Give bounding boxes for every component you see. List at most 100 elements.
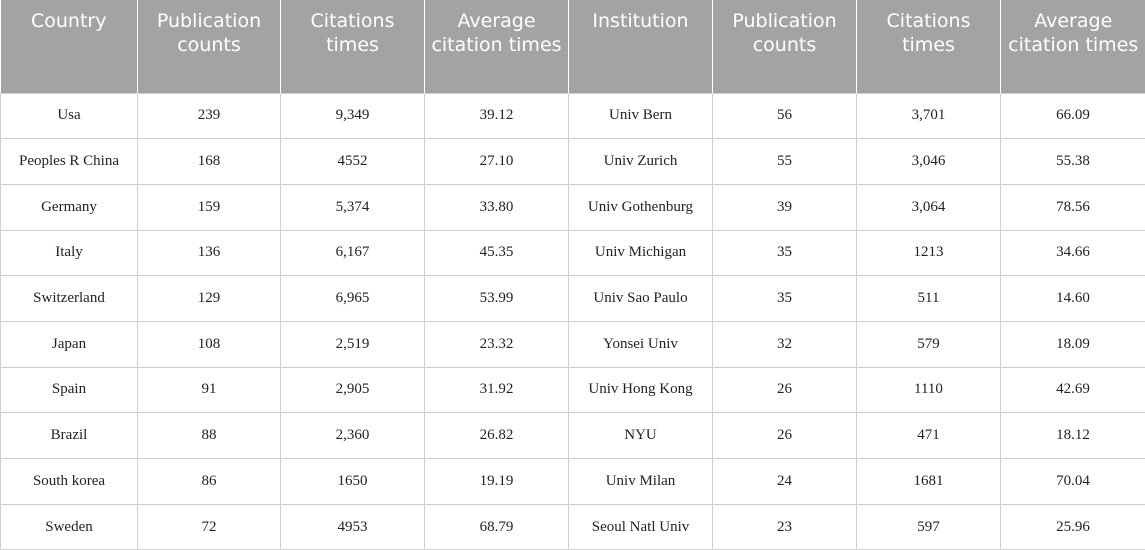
cell-institution-publication-count: 23 bbox=[712, 503, 857, 550]
cell-institution-publication-count: 35 bbox=[712, 229, 857, 277]
table-row: Japan 108 2,519 23.32 Yonsei Univ 32 579… bbox=[0, 320, 1145, 368]
cell-institution-citations: 511 bbox=[856, 275, 1001, 322]
cell-institution-average-citations: 14.60 bbox=[1000, 275, 1145, 322]
cell-institution: Univ Hong Kong bbox=[568, 366, 713, 414]
cell-institution: Univ Zurich bbox=[568, 138, 713, 185]
cell-institution-citations: 471 bbox=[856, 412, 1001, 459]
cell-country-publication-count: 136 bbox=[137, 229, 281, 277]
cell-institution-citations: 3,701 bbox=[856, 92, 1001, 140]
table-row: Brazil 88 2,360 26.82 NYU 26 471 18.12 bbox=[0, 412, 1145, 459]
cell-country: South korea bbox=[0, 458, 138, 505]
cell-country-publication-count: 88 bbox=[137, 412, 281, 459]
cell-country: Sweden bbox=[0, 503, 138, 550]
cell-institution-publication-count: 24 bbox=[712, 458, 857, 505]
cell-institution-citations: 1681 bbox=[856, 458, 1001, 505]
cell-institution-publication-count: 55 bbox=[712, 138, 857, 185]
cell-country-average-citations: 53.99 bbox=[424, 275, 569, 322]
cell-institution-average-citations: 34.66 bbox=[1000, 229, 1145, 277]
cell-country: Japan bbox=[0, 320, 138, 368]
cell-institution-average-citations: 55.38 bbox=[1000, 138, 1145, 185]
table-row: South korea 86 1650 19.19 Univ Milan 24 … bbox=[0, 458, 1145, 505]
cell-country-citations: 1650 bbox=[280, 458, 425, 505]
header-country-publication-counts: Publication counts bbox=[137, 0, 281, 93]
cell-institution: Yonsei Univ bbox=[568, 320, 713, 368]
cell-institution: Univ Milan bbox=[568, 458, 713, 505]
table-row: Sweden 72 4953 68.79 Seoul Natl Univ 23 … bbox=[0, 503, 1145, 550]
cell-country-publication-count: 239 bbox=[137, 92, 281, 140]
cell-institution: Univ Gothenburg bbox=[568, 183, 713, 231]
cell-country-citations: 2,905 bbox=[280, 366, 425, 414]
cell-institution: Univ Bern bbox=[568, 92, 713, 140]
cell-country-publication-count: 86 bbox=[137, 458, 281, 505]
cell-country-average-citations: 31.92 bbox=[424, 366, 569, 414]
cell-institution: NYU bbox=[568, 412, 713, 459]
cell-country-publication-count: 108 bbox=[137, 320, 281, 368]
cell-country-average-citations: 33.80 bbox=[424, 183, 569, 231]
cell-country-citations: 4953 bbox=[280, 503, 425, 550]
cell-country: Germany bbox=[0, 183, 138, 231]
table-row: Italy 136 6,167 45.35 Univ Michigan 35 1… bbox=[0, 229, 1145, 277]
cell-country-publication-count: 72 bbox=[137, 503, 281, 550]
cell-institution-publication-count: 32 bbox=[712, 320, 857, 368]
cell-country-publication-count: 159 bbox=[137, 183, 281, 231]
table-row: Switzerland 129 6,965 53.99 Univ Sao Pau… bbox=[0, 275, 1145, 322]
cell-institution-average-citations: 70.04 bbox=[1000, 458, 1145, 505]
cell-institution-publication-count: 26 bbox=[712, 412, 857, 459]
header-country-citations-times: Citations times bbox=[280, 0, 425, 93]
cell-country-citations: 9,349 bbox=[280, 92, 425, 140]
cell-institution-citations: 1213 bbox=[856, 229, 1001, 277]
cell-institution-average-citations: 66.09 bbox=[1000, 92, 1145, 140]
cell-institution: Univ Michigan bbox=[568, 229, 713, 277]
cell-institution: Seoul Natl Univ bbox=[568, 503, 713, 550]
cell-country-average-citations: 19.19 bbox=[424, 458, 569, 505]
cell-institution-publication-count: 26 bbox=[712, 366, 857, 414]
cell-institution-citations: 579 bbox=[856, 320, 1001, 368]
cell-country-citations: 2,360 bbox=[280, 412, 425, 459]
cell-country-publication-count: 168 bbox=[137, 138, 281, 185]
header-row: Country Publication counts Citations tim… bbox=[0, 0, 1145, 93]
cell-institution-publication-count: 35 bbox=[712, 275, 857, 322]
cell-country-citations: 2,519 bbox=[280, 320, 425, 368]
cell-country-citations: 6,167 bbox=[280, 229, 425, 277]
cell-institution-citations: 597 bbox=[856, 503, 1001, 550]
header-institution-publication-counts: Publication counts bbox=[712, 0, 857, 93]
cell-institution-average-citations: 78.56 bbox=[1000, 183, 1145, 231]
cell-country: Brazil bbox=[0, 412, 138, 459]
cell-institution-publication-count: 56 bbox=[712, 92, 857, 140]
table-row: Usa 239 9,349 39.12 Univ Bern 56 3,701 6… bbox=[0, 92, 1145, 140]
table-row: Germany 159 5,374 33.80 Univ Gothenburg … bbox=[0, 183, 1145, 231]
cell-country-average-citations: 68.79 bbox=[424, 503, 569, 550]
cell-country-average-citations: 45.35 bbox=[424, 229, 569, 277]
table-row: Peoples R China 168 4552 27.10 Univ Zuri… bbox=[0, 138, 1145, 185]
cell-country-average-citations: 27.10 bbox=[424, 138, 569, 185]
cell-institution-citations: 1110 bbox=[856, 366, 1001, 414]
cell-institution-average-citations: 25.96 bbox=[1000, 503, 1145, 550]
table-header: Country Publication counts Citations tim… bbox=[0, 0, 1145, 93]
cell-institution-citations: 3,046 bbox=[856, 138, 1001, 185]
cell-institution-publication-count: 39 bbox=[712, 183, 857, 231]
cell-institution: Univ Sao Paulo bbox=[568, 275, 713, 322]
cell-country-average-citations: 26.82 bbox=[424, 412, 569, 459]
cell-country: Italy bbox=[0, 229, 138, 277]
table-body: Usa 239 9,349 39.12 Univ Bern 56 3,701 6… bbox=[0, 92, 1145, 550]
header-institution: Institution bbox=[568, 0, 713, 93]
cell-country-publication-count: 91 bbox=[137, 366, 281, 414]
table-row: Spain 91 2,905 31.92 Univ Hong Kong 26 1… bbox=[0, 366, 1145, 414]
cell-country: Usa bbox=[0, 92, 138, 140]
cell-institution-citations: 3,064 bbox=[856, 183, 1001, 231]
cell-country: Switzerland bbox=[0, 275, 138, 322]
header-institution-average-citation-times: Average citation times bbox=[1000, 0, 1145, 93]
cell-country-publication-count: 129 bbox=[137, 275, 281, 322]
header-institution-citations-times: Citations times bbox=[856, 0, 1001, 93]
cell-country-citations: 5,374 bbox=[280, 183, 425, 231]
cell-country-average-citations: 39.12 bbox=[424, 92, 569, 140]
cell-country-citations: 6,965 bbox=[280, 275, 425, 322]
cell-country: Peoples R China bbox=[0, 138, 138, 185]
cell-institution-average-citations: 42.69 bbox=[1000, 366, 1145, 414]
header-country-average-citation-times: Average citation times bbox=[424, 0, 569, 93]
cell-institution-average-citations: 18.09 bbox=[1000, 320, 1145, 368]
cell-country: Spain bbox=[0, 366, 138, 414]
cell-institution-average-citations: 18.12 bbox=[1000, 412, 1145, 459]
header-country: Country bbox=[0, 0, 138, 93]
